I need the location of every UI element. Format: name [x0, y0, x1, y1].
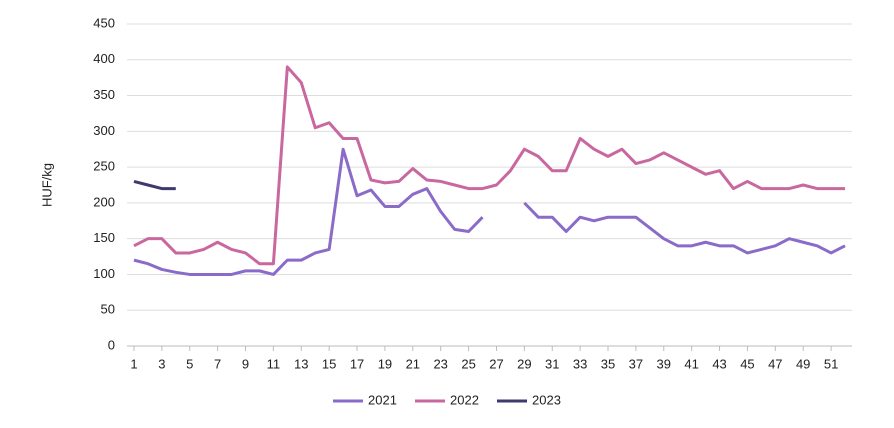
x-tick-label: 23 [433, 356, 447, 371]
x-tick-label: 7 [214, 356, 221, 371]
x-tick-label: 47 [768, 356, 782, 371]
series-line [133, 65, 846, 266]
y-tick-label: 250 [93, 159, 115, 174]
x-tick-label: 39 [657, 356, 671, 371]
legend-label: 2023 [532, 392, 561, 407]
x-tick-label: 1 [130, 356, 137, 371]
x-tick-label: 43 [712, 356, 726, 371]
x-tick-label: 21 [406, 356, 420, 371]
x-tick-label: 51 [824, 356, 838, 371]
y-tick-label: 400 [93, 51, 115, 66]
series-line [133, 179, 176, 191]
x-tick-label: 17 [350, 356, 364, 371]
y-tick-label: 300 [93, 123, 115, 138]
y-tick-label: 350 [93, 87, 115, 102]
y-tick-label: 450 [93, 15, 115, 30]
x-tick-label: 3 [158, 356, 165, 371]
x-tick-label: 29 [517, 356, 531, 371]
y-tick-label: 150 [93, 230, 115, 245]
y-tick-label: 0 [108, 337, 115, 352]
y-axis-label: HUF/kg [39, 163, 54, 207]
x-tick-label: 35 [601, 356, 615, 371]
x-tick-label: 25 [461, 356, 475, 371]
x-tick-label: 41 [684, 356, 698, 371]
x-tick-label: 49 [796, 356, 810, 371]
x-tick-label: 27 [489, 356, 503, 371]
x-tick-label: 19 [378, 356, 392, 371]
x-tick-label: 11 [267, 356, 281, 371]
x-tick-label: 15 [322, 356, 336, 371]
legend-label: 2022 [450, 392, 479, 407]
legend-label: 2021 [368, 392, 397, 407]
x-tick-label: 13 [294, 356, 308, 371]
y-tick-label: 100 [93, 266, 115, 281]
x-tick-label: 5 [186, 356, 193, 371]
x-tick-label: 9 [242, 356, 249, 371]
x-tick-label: 31 [545, 356, 559, 371]
x-tick-label: 37 [629, 356, 643, 371]
x-tick-label: 33 [573, 356, 587, 371]
y-tick-label: 200 [93, 194, 115, 209]
y-tick-label: 50 [101, 302, 115, 317]
series-line [133, 147, 846, 276]
x-tick-label: 45 [740, 356, 754, 371]
